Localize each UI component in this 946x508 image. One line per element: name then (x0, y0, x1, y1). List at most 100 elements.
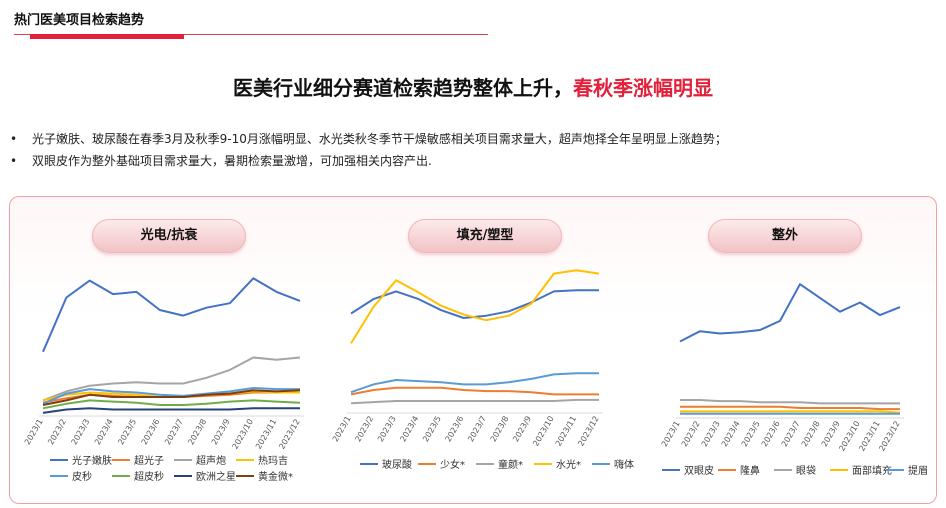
x-tick-label: 2023/8 (186, 418, 208, 447)
legend-item: 隆鼻 (718, 462, 760, 477)
legend-item: 面部填充 (830, 462, 892, 477)
legend-item: 玻尿酸 (360, 456, 412, 471)
legend-item: 欧洲之星 (174, 468, 236, 483)
x-tick-label: 2023/11 (254, 418, 278, 451)
x-tick-label: 2023/1 (331, 415, 353, 444)
bullet-dot: • (10, 132, 18, 146)
legend-item: 少女* (418, 456, 465, 471)
legend-swatch (112, 474, 130, 477)
series-line-6 (42, 399, 301, 410)
x-tick-label: 2023/2 (680, 420, 702, 449)
legend-label: 隆鼻 (740, 466, 760, 477)
bullet-dot: • (10, 154, 18, 168)
legend-label: 面部填充 (852, 466, 892, 477)
charts-svg: 2023/1 2023/2 2023/3 2023/4 2023/5 2023/6 2023… (23, 269, 904, 453)
legend-item: 超声炮 (174, 452, 226, 467)
legend-item: 光子嫩肤 (50, 452, 112, 467)
section-title: 热门医美项目检索趋势 (14, 13, 145, 28)
charts-panel: 光电/抗衰 填充/塑型 整外 2023/1 2023/2 2023/3 2023/4 2… (9, 196, 937, 504)
headline: 医美行业细分赛道检索趋势整体上升，春秋季涨幅明显 (0, 72, 946, 101)
legend-item: 嗨体 (592, 456, 634, 471)
legend-item: 童颜* (476, 456, 523, 471)
x-tick-label: 2023/6 (140, 418, 162, 447)
x-tick-label: 2023/1 (23, 418, 45, 447)
series-line-3 (42, 356, 301, 402)
legend-swatch (236, 458, 254, 461)
legend-item: 黄金微* (236, 468, 293, 483)
x-tick-label: 2023/9 (210, 418, 232, 447)
x-tick-label: 2023/2 (46, 418, 68, 447)
x-tick-label: 2023/7 (780, 420, 802, 449)
legend-swatch (718, 468, 736, 471)
series-line-1 (679, 283, 901, 343)
legend-swatch (50, 474, 68, 477)
legend-label: 少女* (440, 460, 465, 471)
x-tick-label: 2023/10 (531, 415, 555, 448)
x-tick-label: 2023/4 (398, 415, 420, 444)
legend-swatch (534, 462, 552, 465)
headline-main: 医美行业细分赛道检索趋势整体上升， (233, 76, 573, 100)
x-tick-label: 2023/5 (116, 418, 138, 447)
chart-title-pill: 填充/塑型 (408, 219, 562, 253)
legend-item: 皮秒 (50, 468, 92, 483)
legend-label: 光子嫩肤 (72, 456, 112, 467)
legend-label: 热玛吉 (258, 456, 288, 467)
chart-title-pill: 整外 (708, 219, 862, 253)
x-tick-label: 2023/3 (376, 415, 398, 444)
series-line-1 (350, 289, 599, 319)
x-tick-label: 2023/4 (93, 418, 115, 447)
x-tick-label: 2023/2 (353, 415, 375, 444)
x-tick-label: 2023/3 (70, 418, 92, 447)
legend-label: 嗨体 (614, 460, 634, 471)
legend-label: 黄金微* (258, 472, 293, 483)
legend-swatch (592, 462, 610, 465)
legend-swatch (886, 468, 904, 471)
series-line-3 (680, 399, 900, 405)
bullet-item: • 双眼皮作为整外基础项目需求量大，暑期检索量激增，可加强相关内容产出. (10, 150, 727, 172)
headline-highlight: 春秋季涨幅明显 (573, 76, 713, 100)
legend-item: 超光子 (112, 452, 164, 467)
bullet-list: • 光子嫩肤、玻尿酸在春季3月及秋季9-10月涨幅明显、水光类秋冬季节干燥敏感相关… (10, 128, 727, 172)
series-line-1 (42, 277, 301, 353)
legend-swatch (236, 474, 254, 477)
legend-item: 超皮秒 (112, 468, 164, 483)
legend-swatch (174, 474, 192, 477)
chart-title-pill: 光电/抗衰 (92, 219, 246, 253)
legend-item: 提眉 (886, 462, 928, 477)
legend-label: 玻尿酸 (382, 460, 412, 471)
series-line-5 (42, 387, 300, 405)
legend-label: 超光子 (134, 456, 164, 467)
legend-label: 水光* (556, 460, 581, 471)
x-tick-label: 2023/8 (489, 415, 511, 444)
legend-swatch (50, 458, 68, 461)
legend-label: 眼袋 (796, 466, 816, 477)
legend-item: 水光* (534, 456, 581, 471)
bullet-text: 光子嫩肤、玻尿酸在春季3月及秋季9-10月涨幅明显、水光类秋冬季节干燥敏感相关项… (32, 132, 727, 146)
x-tick-label: 2023/3 (700, 420, 722, 449)
series-line-2 (680, 405, 900, 411)
x-tick-label: 2023/12 (576, 415, 600, 448)
x-tick-label: 2023/12 (277, 418, 301, 451)
legend-item: 双眼皮 (662, 462, 714, 477)
x-tick-label: 2023/7 (466, 415, 488, 444)
series-line-4 (350, 269, 600, 344)
legend-swatch (174, 458, 192, 461)
legend-label: 双眼皮 (684, 466, 714, 477)
legend-swatch (774, 468, 792, 471)
series-line-7 (42, 407, 300, 414)
x-tick-label: 2023/10 (231, 418, 255, 451)
series-line-8 (42, 389, 301, 406)
bullet-text: 双眼皮作为整外基础项目需求量大，暑期检索量激增，可加强相关内容产出. (32, 154, 432, 168)
series-line-2 (350, 386, 599, 396)
legend-swatch (112, 458, 130, 461)
x-tick-label: 2023/9 (820, 420, 842, 449)
x-tick-label: 2023/4 (720, 420, 742, 449)
legend-item: 热玛吉 (236, 452, 288, 467)
title-accent-bar (30, 34, 184, 39)
x-tick-label: 2023/5 (740, 420, 762, 449)
legend-swatch (360, 462, 378, 465)
series-line-5 (350, 372, 599, 394)
x-tick-label: 2023/1 (660, 420, 682, 449)
legend-swatch (662, 468, 680, 471)
legend-label: 超皮秒 (134, 472, 164, 483)
